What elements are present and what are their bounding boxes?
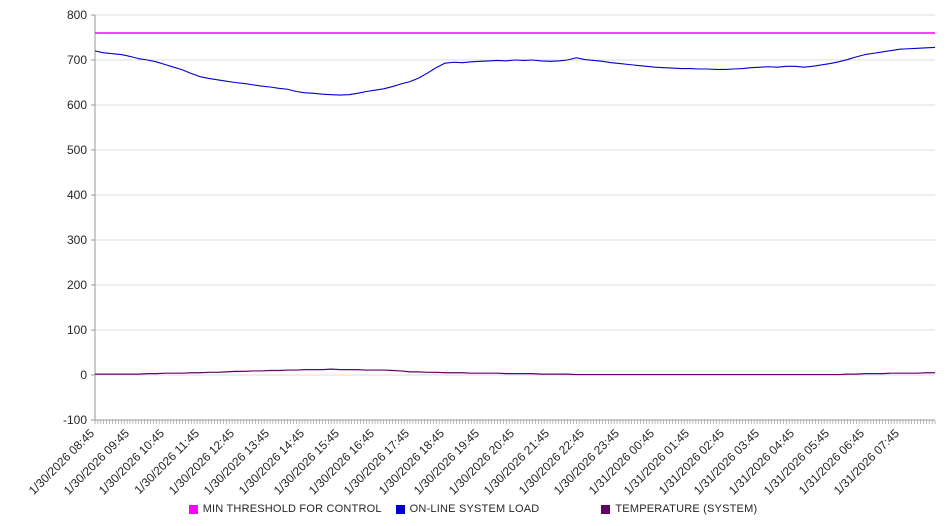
y-axis-tick-label: -100 bbox=[63, 413, 87, 427]
legend-label-online-system-load: ON-LINE SYSTEM LOAD bbox=[409, 503, 540, 515]
y-axis-tick-label: 400 bbox=[67, 188, 87, 202]
y-axis-tick-label: 300 bbox=[67, 233, 87, 247]
legend-item-min-threshold: MIN THRESHOLD FOR CONTROL bbox=[188, 503, 382, 515]
y-axis-tick-label: 100 bbox=[67, 323, 87, 337]
legend-label-temperature-system: TEMPERATURE (SYSTEM) bbox=[615, 503, 758, 515]
legend-item-online-system-load: ON-LINE SYSTEM LOAD bbox=[395, 503, 540, 515]
y-axis-tick-label: 800 bbox=[67, 8, 87, 22]
legend-swatch-online-system-load-icon bbox=[395, 504, 405, 514]
y-axis-tick-label: 700 bbox=[67, 53, 87, 67]
legend-swatch-min-threshold-icon bbox=[188, 504, 198, 514]
y-axis-tick-label: 600 bbox=[67, 98, 87, 112]
axes bbox=[94, 15, 935, 421]
chart-legend: MIN THRESHOLD FOR CONTROL ON-LINE SYSTEM… bbox=[0, 498, 946, 520]
y-axis-tick-label: 200 bbox=[67, 278, 87, 292]
line-chart-canvas: -100 0 100 200 300 400 500 600 700 800 1/30/2026 0… bbox=[26, 8, 936, 497]
y-axis-tick-label: 500 bbox=[67, 143, 87, 157]
legend-swatch-temperature-system-icon bbox=[601, 504, 611, 514]
series-group bbox=[94, 32, 936, 376]
series-on-line-system-load bbox=[94, 46, 936, 96]
x-axis-labels: 1/30/2026 08:451/30/2026 09:451/30/2026 … bbox=[26, 426, 902, 497]
legend-label-min-threshold: MIN THRESHOLD FOR CONTROL bbox=[202, 503, 382, 515]
x-minor-ticks bbox=[94, 420, 936, 424]
y-axis-labels: -100 0 100 200 300 400 500 600 700 800 bbox=[63, 8, 95, 427]
y-gridlines bbox=[95, 14, 935, 421]
y-axis-tick-label: 0 bbox=[80, 368, 87, 382]
series-temperature-system bbox=[95, 368, 935, 376]
legend-item-temperature-system: TEMPERATURE (SYSTEM) bbox=[601, 503, 757, 515]
